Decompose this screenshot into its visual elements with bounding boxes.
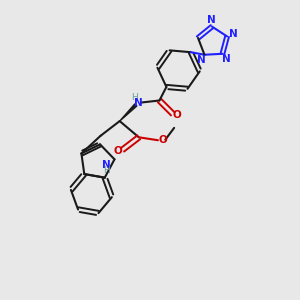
Text: O: O	[159, 135, 168, 145]
Text: N: N	[222, 54, 231, 64]
Polygon shape	[120, 104, 137, 121]
Text: O: O	[173, 110, 182, 120]
Text: N: N	[207, 15, 216, 25]
Text: H: H	[103, 166, 110, 175]
Text: N: N	[229, 29, 238, 39]
Text: N: N	[134, 98, 142, 107]
Text: N: N	[102, 160, 111, 170]
Text: N: N	[196, 55, 205, 65]
Text: H: H	[131, 93, 138, 102]
Text: O: O	[114, 146, 123, 156]
